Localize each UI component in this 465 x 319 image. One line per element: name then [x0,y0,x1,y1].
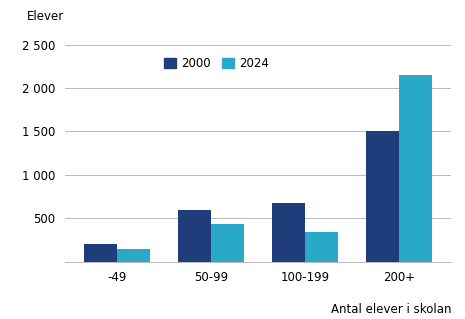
Legend: 2000, 2024: 2000, 2024 [160,53,273,75]
Text: Elever: Elever [27,10,64,23]
Bar [117,249,150,262]
Text: Antal elever i skolan: Antal elever i skolan [331,303,451,316]
Bar [84,244,117,262]
Bar [272,203,305,262]
Bar [178,210,211,262]
Bar [211,224,244,262]
Bar [305,232,338,262]
Bar [399,75,432,262]
Bar [366,130,399,262]
